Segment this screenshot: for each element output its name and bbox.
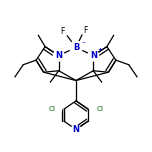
Circle shape: [53, 50, 64, 61]
Circle shape: [71, 125, 81, 134]
Text: N: N: [73, 125, 79, 134]
Circle shape: [70, 41, 82, 54]
Text: F: F: [60, 27, 65, 36]
Text: F: F: [84, 26, 88, 35]
Text: B: B: [73, 43, 79, 52]
Text: Cl: Cl: [97, 106, 104, 112]
Circle shape: [90, 103, 102, 115]
Text: N: N: [55, 51, 62, 60]
Circle shape: [80, 26, 88, 34]
Circle shape: [50, 103, 62, 115]
Text: +: +: [97, 47, 103, 52]
Circle shape: [88, 50, 99, 61]
Text: ⁻: ⁻: [81, 39, 85, 48]
Text: Cl: Cl: [48, 106, 55, 112]
Circle shape: [60, 27, 68, 36]
Text: N: N: [90, 51, 97, 60]
